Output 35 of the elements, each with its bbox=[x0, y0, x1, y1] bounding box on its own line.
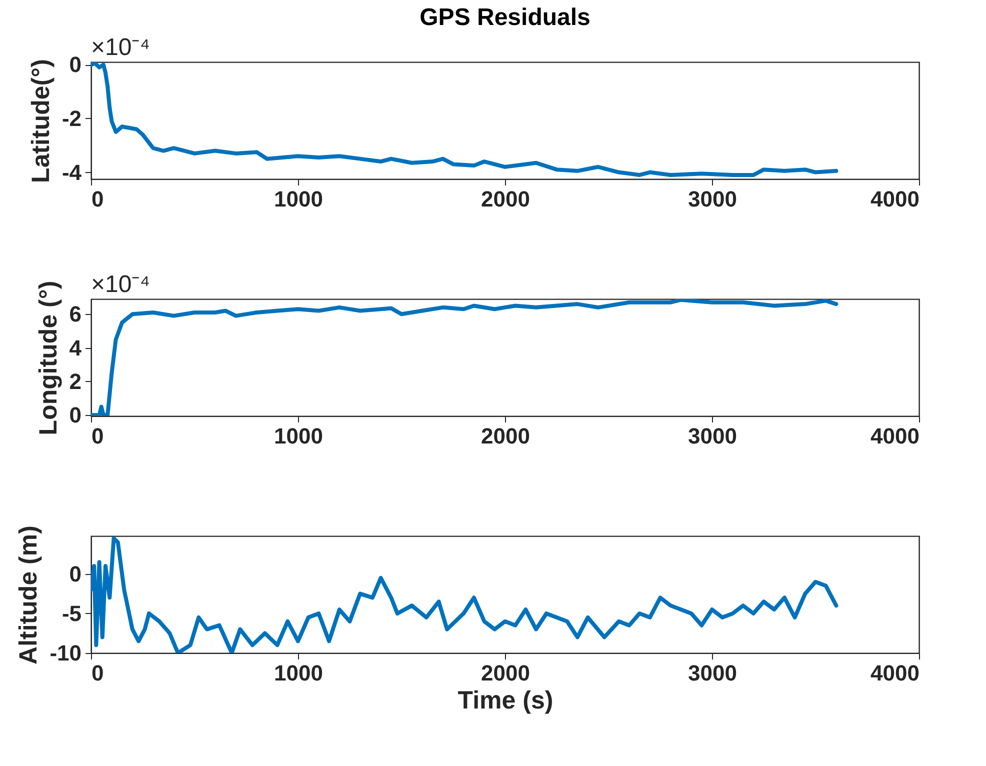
y-tick-label: 0 bbox=[69, 561, 82, 586]
chart-title: GPS Residuals bbox=[420, 4, 590, 31]
x-tick-label: 1000 bbox=[274, 660, 323, 686]
line-series bbox=[91, 299, 838, 416]
y-axis-title: Altitude (m) bbox=[14, 526, 43, 664]
x-tick-label: 0 bbox=[92, 660, 104, 686]
text: ×10⁻⁴ bbox=[91, 271, 150, 298]
x-tick-label: 4000 bbox=[870, 424, 920, 448]
y-tick-label: -2 bbox=[62, 106, 82, 131]
y-tick-label: 6 bbox=[69, 302, 82, 327]
x-tick-label: 0 bbox=[92, 186, 104, 212]
x-tick-label: 0 bbox=[92, 424, 104, 448]
x-tick-label: 4000 bbox=[870, 660, 920, 686]
x-tick-label: 3000 bbox=[688, 186, 737, 212]
x-tick-label: 1000 bbox=[274, 186, 323, 212]
y-tick-label: 2 bbox=[69, 368, 82, 394]
text: ×10⁻⁴ bbox=[91, 34, 150, 61]
x-tick-label: 3000 bbox=[688, 660, 737, 686]
y-axis-title: Latitude(°) bbox=[26, 59, 55, 183]
y-tick-label: -5 bbox=[62, 600, 82, 626]
y-tick-label: 0 bbox=[69, 52, 82, 78]
y-tick-label: 4 bbox=[69, 335, 82, 360]
line-series bbox=[91, 62, 838, 177]
y-axis-title: Longitude (°) bbox=[34, 280, 62, 436]
x-tick-label: 1000 bbox=[274, 424, 323, 448]
x-tick-label: 3000 bbox=[688, 424, 737, 448]
line-series bbox=[91, 536, 838, 653]
x-tick-label: 2000 bbox=[481, 424, 530, 448]
x-tick-label: 4000 bbox=[870, 186, 920, 212]
x-tick-label: 2000 bbox=[481, 660, 530, 686]
y-tick-label: -4 bbox=[62, 160, 82, 185]
y-tick-label: -10 bbox=[50, 640, 82, 666]
y-tick-label: 0 bbox=[69, 402, 82, 428]
x-tick-label: 2000 bbox=[481, 186, 530, 212]
x-axis-title: Time (s) bbox=[458, 686, 554, 714]
